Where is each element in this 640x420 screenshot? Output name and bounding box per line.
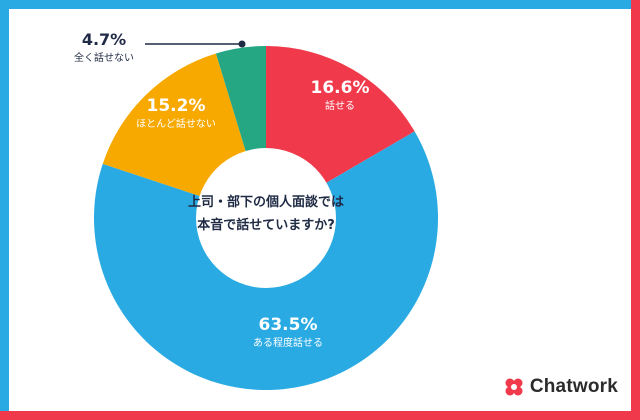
slice-category-label-0: 話せる (325, 99, 355, 112)
slice-category-label-3: 全く話せない (74, 51, 134, 64)
slice-value-label-3: 4.7% (82, 30, 126, 49)
slice-value-label-2: 15.2% (147, 96, 206, 116)
border-right (631, 0, 640, 420)
slice-category-label-2: ほとんど話せない (136, 117, 216, 130)
border-left (0, 0, 9, 420)
chart-title-line-2: 本音で話せていますか? (197, 217, 335, 233)
slice-category-label-1: ある程度話せる (253, 336, 323, 349)
chart-title-line-1: 上司・部下の個人面談では (188, 194, 344, 210)
brand-logo: Chatwork (504, 376, 618, 398)
chatwork-logo-icon (505, 378, 523, 396)
slice-leader-dot (238, 40, 246, 48)
slice-value-label-0: 16.6% (311, 78, 370, 98)
border-bottom (0, 411, 640, 420)
brand-name: Chatwork (529, 376, 618, 397)
border-top (0, 0, 640, 9)
slice-value-label-1: 63.5% (259, 315, 318, 335)
donut-hole (196, 148, 336, 288)
